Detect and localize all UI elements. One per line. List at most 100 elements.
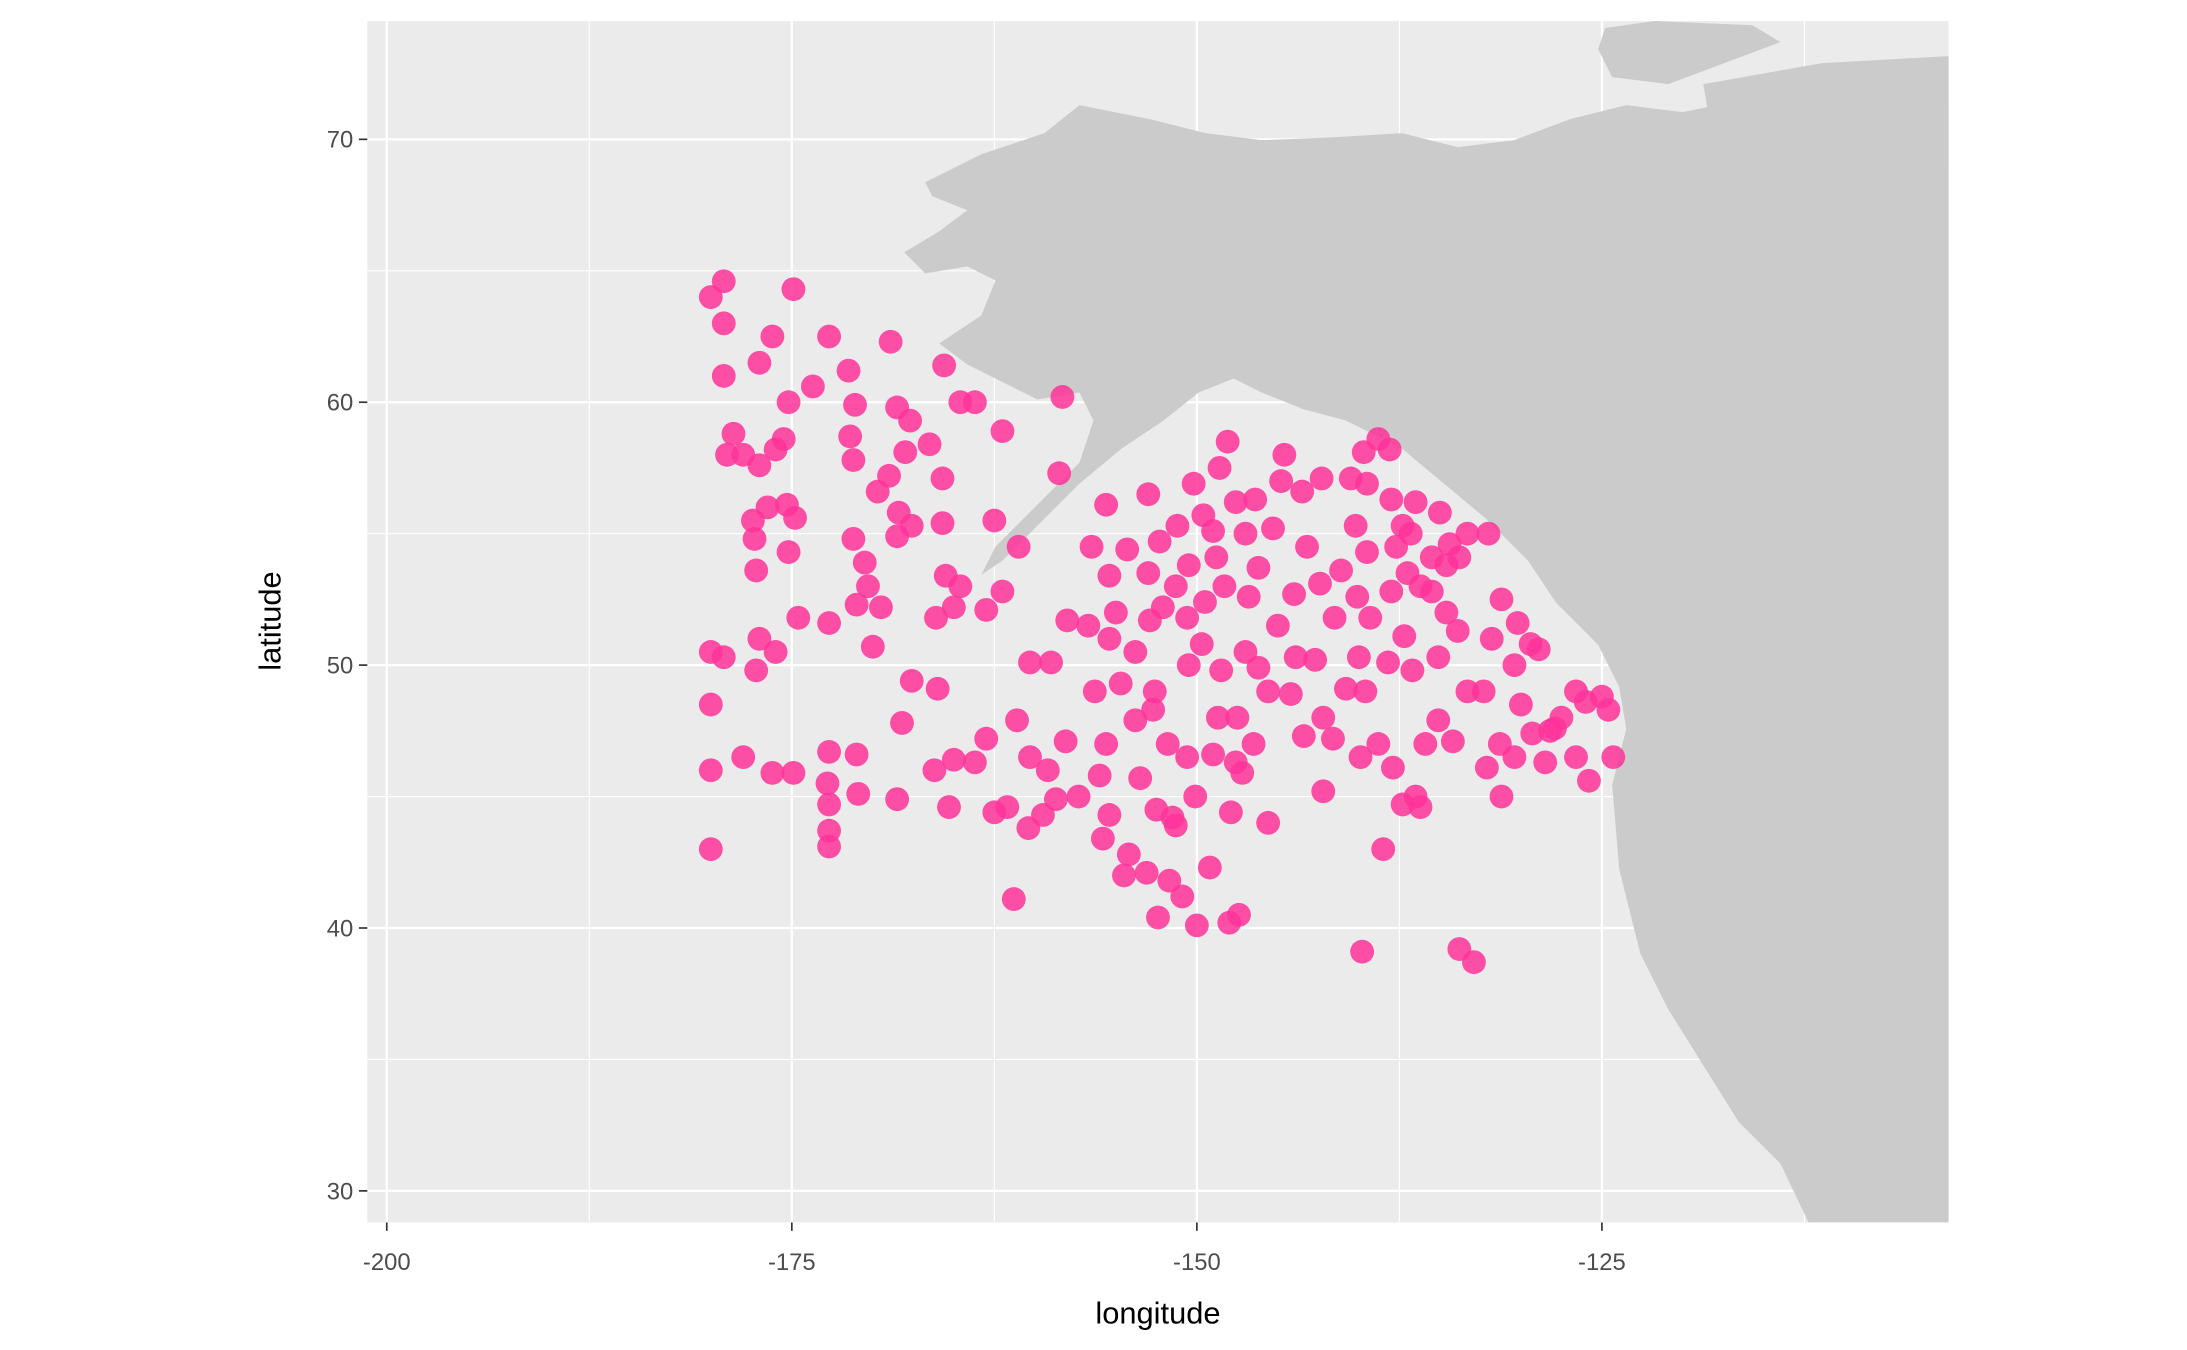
x-tick-label: -150	[1173, 1249, 1221, 1276]
land	[904, 21, 1949, 1223]
point	[1427, 500, 1452, 525]
point	[917, 432, 942, 457]
point	[1564, 679, 1588, 704]
point	[1207, 456, 1232, 480]
point	[1157, 868, 1182, 893]
point	[925, 676, 950, 701]
point	[962, 750, 987, 775]
point	[1236, 584, 1261, 609]
point	[817, 792, 842, 817]
point	[1403, 490, 1428, 515]
point	[1018, 745, 1042, 770]
point	[1445, 619, 1470, 643]
point	[760, 760, 785, 785]
point	[852, 550, 877, 575]
point	[1144, 797, 1169, 822]
point	[1141, 697, 1166, 722]
point	[1175, 605, 1200, 630]
point	[721, 421, 746, 446]
point	[1206, 705, 1230, 730]
point	[1243, 487, 1268, 512]
point	[1097, 626, 1122, 651]
point	[698, 692, 723, 717]
point	[1116, 842, 1141, 867]
point	[1308, 571, 1332, 596]
point	[1097, 563, 1122, 588]
point	[1538, 718, 1562, 743]
point	[783, 505, 807, 530]
point	[1108, 671, 1133, 696]
point	[1165, 513, 1190, 538]
point	[990, 579, 1015, 604]
point	[1233, 640, 1258, 664]
point	[962, 390, 987, 415]
point	[1097, 803, 1122, 827]
point	[1577, 768, 1601, 793]
point	[1227, 902, 1251, 927]
point	[1426, 645, 1451, 670]
point	[698, 285, 723, 309]
point	[1502, 653, 1527, 678]
point	[886, 500, 911, 525]
point	[1039, 650, 1063, 675]
point	[744, 558, 769, 583]
point	[1047, 461, 1072, 486]
point	[741, 508, 765, 533]
point	[1282, 582, 1306, 607]
point	[1290, 479, 1315, 504]
point	[930, 511, 955, 536]
point	[932, 353, 957, 378]
point	[1123, 708, 1148, 733]
point	[1204, 545, 1229, 570]
point	[856, 574, 880, 599]
point	[1090, 826, 1115, 851]
point	[878, 329, 903, 354]
point	[1321, 726, 1345, 751]
point	[1193, 590, 1217, 614]
point	[1209, 658, 1234, 683]
point	[1055, 608, 1080, 633]
point	[1123, 640, 1148, 664]
point	[1184, 913, 1209, 938]
point	[1295, 534, 1319, 559]
point	[1256, 810, 1281, 835]
point	[1392, 624, 1417, 649]
point	[1246, 655, 1271, 680]
point	[1489, 587, 1514, 612]
point	[922, 758, 947, 783]
point	[1346, 645, 1371, 670]
point	[781, 760, 806, 785]
point	[817, 611, 842, 635]
point	[1520, 721, 1545, 746]
point	[982, 508, 1007, 533]
point	[1142, 679, 1167, 704]
point	[1176, 553, 1201, 578]
island	[1598, 21, 1781, 85]
point	[1338, 466, 1363, 491]
point	[747, 626, 772, 651]
point	[1197, 855, 1222, 880]
point	[1079, 534, 1104, 559]
point	[1212, 574, 1237, 599]
point	[1094, 492, 1119, 517]
point	[817, 739, 842, 764]
point	[1348, 745, 1373, 770]
point	[1241, 732, 1266, 756]
point	[860, 634, 885, 659]
point	[1447, 545, 1472, 570]
x-tick-label: -200	[363, 1249, 411, 1276]
point	[1265, 613, 1290, 638]
point	[846, 782, 871, 806]
point	[1322, 605, 1347, 630]
point	[1440, 729, 1465, 754]
point	[1413, 732, 1438, 756]
point	[841, 448, 866, 472]
point	[1390, 513, 1415, 538]
point	[1031, 803, 1055, 827]
point	[1355, 540, 1379, 564]
point	[1163, 813, 1188, 838]
point	[1311, 705, 1336, 730]
point	[1218, 800, 1243, 825]
point	[1379, 487, 1404, 512]
point	[1291, 724, 1316, 749]
